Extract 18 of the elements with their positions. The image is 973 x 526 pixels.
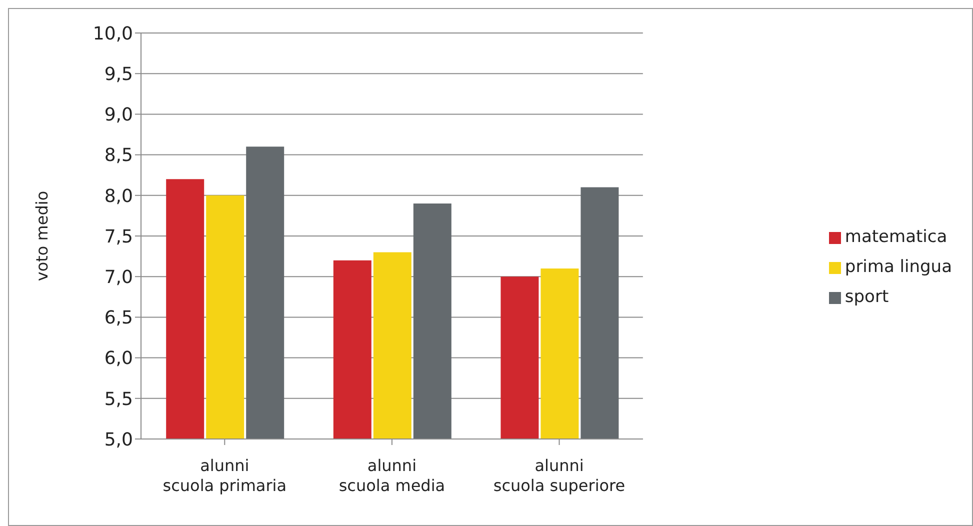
x-tick-label: alunni scuola primaria: [162, 456, 287, 495]
legend-label: matematica: [844, 227, 948, 247]
y-tick-label: 7,5: [104, 226, 133, 248]
y-tick-label: 9,5: [104, 64, 133, 85]
legend-label: sport: [844, 287, 889, 307]
y-tick-label: 8,5: [104, 145, 133, 166]
y-tick-label: 10,0: [92, 23, 133, 44]
x-tick-label: alunni scuola media: [338, 456, 446, 495]
legend-label: prima lingua: [844, 257, 952, 277]
y-tick-label: 8,0: [104, 186, 133, 207]
y-tick-label: 7,0: [104, 266, 133, 288]
y-tick-label: 6,0: [104, 348, 133, 370]
y-tick-label: 6,5: [104, 308, 133, 329]
x-tick-label: alunni scuola superiore: [493, 456, 626, 495]
y-tick-label: 5,5: [104, 388, 133, 410]
y-tick-label: 5,0: [104, 429, 133, 450]
y-tick-label: 9,0: [104, 104, 133, 126]
y-axis-title: voto medio: [32, 190, 52, 282]
